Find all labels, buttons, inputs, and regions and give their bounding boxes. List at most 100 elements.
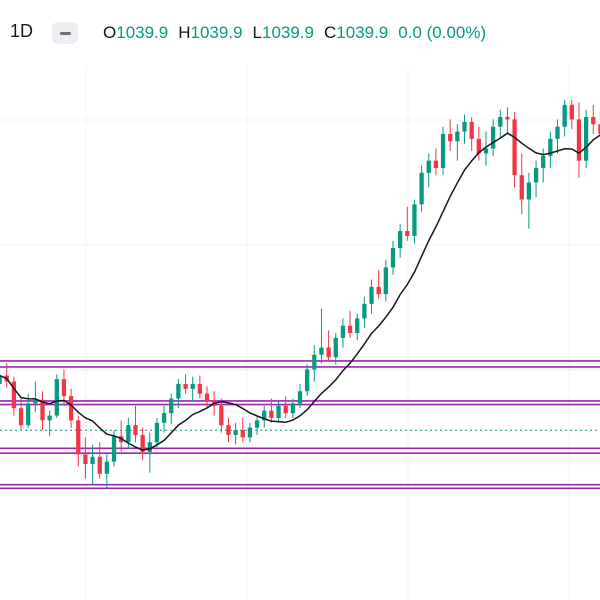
candle-body [90,456,95,465]
candle-body [426,160,431,173]
candle-body [455,131,460,142]
candle-body [319,347,324,355]
candle-body [583,116,589,161]
candle-body [576,119,582,161]
candle-body [469,121,474,139]
candle-body [26,403,31,426]
candle-body [40,399,45,421]
candle-body [169,398,174,414]
candle-body [476,138,481,154]
candle-body [247,427,253,438]
horizontal-levels [0,360,600,490]
candle-body [233,430,238,435]
candle-body [383,267,388,295]
candle-body [68,396,74,421]
candle-body [397,231,403,249]
candle-body [61,379,67,397]
candle-body [47,415,52,421]
candle-body [97,456,102,474]
candle-body [11,381,17,409]
candle-body [262,410,267,421]
candle-body [541,155,546,168]
open-label: O [103,23,117,42]
candle-body [154,422,160,443]
candle-body [190,383,195,389]
candle-body [448,133,453,142]
candle-body [76,420,81,455]
open-value: 1039.9 [116,23,169,42]
low-label: L [252,23,262,42]
candle-body [54,379,59,416]
candle-body [254,420,260,428]
candle-body [548,138,553,156]
candle-body [526,182,532,200]
candle-body [440,133,446,168]
candle-body [462,121,467,132]
candle-body [104,461,110,474]
candle-body [412,204,417,236]
candle-body [297,391,303,404]
candle-body [183,383,188,389]
candle-body [505,116,510,120]
candle-body [176,383,181,399]
candle-body [347,325,353,333]
candle-body [362,303,367,319]
candle-body [340,325,346,338]
candle-body [18,408,24,426]
candle-body [312,354,317,370]
ohlc-values: O 1039.9 H 1039.9 L 1039.9 C 1039.9 0.0 … [103,23,486,43]
candle-body [83,454,88,465]
candle-body [269,410,274,418]
moving-average [0,132,600,451]
candle-body [355,318,360,333]
candle-body [33,399,38,404]
candle-body [333,337,338,358]
candle-body [219,405,224,426]
candle-body [369,286,374,304]
candle-body [0,375,2,384]
candle-body [490,126,496,149]
chart-grid [0,66,600,600]
candle-body [569,104,574,120]
collapse-legend-button[interactable] [52,22,78,44]
candle-body [140,434,145,452]
candle-body [161,413,167,423]
candle-body [519,175,524,200]
high-label: H [178,23,191,42]
candle-body [240,430,245,438]
candle-body [598,124,600,134]
candle-body [376,286,381,295]
candle-body [290,403,295,414]
candle-body [405,231,410,236]
candle-body [147,442,152,452]
interval-label[interactable]: 1D [10,21,34,41]
close-value: 1039.9 [336,23,389,42]
candlesticks [0,99,600,489]
legend-header: 1D O 1039.9 H 1039.9 L 1039.9 C 1039.9 0… [0,0,600,66]
moving-average-line [0,132,600,451]
candle-body [204,393,210,401]
candle-body [433,160,439,168]
candle-body [512,119,517,176]
candle-body [133,425,138,435]
candle-body [326,347,331,358]
candle-body [562,104,567,127]
candle-body [305,369,310,392]
candle-body [390,248,396,268]
candle-body [126,425,131,443]
candle-body [533,167,539,183]
candle-body [498,116,503,127]
candle-body [283,405,288,414]
candle-body [591,116,596,125]
candle-body [111,436,117,462]
close-label: C [323,23,337,42]
minus-icon [59,31,71,35]
high-value: 1039.9 [190,23,243,42]
candle-body [197,383,203,394]
candle-body [555,126,560,139]
candle-body [276,405,281,418]
candle-body [483,148,489,154]
candle-body [419,172,424,205]
change-value: 0.0 (0.00%) [398,23,487,42]
